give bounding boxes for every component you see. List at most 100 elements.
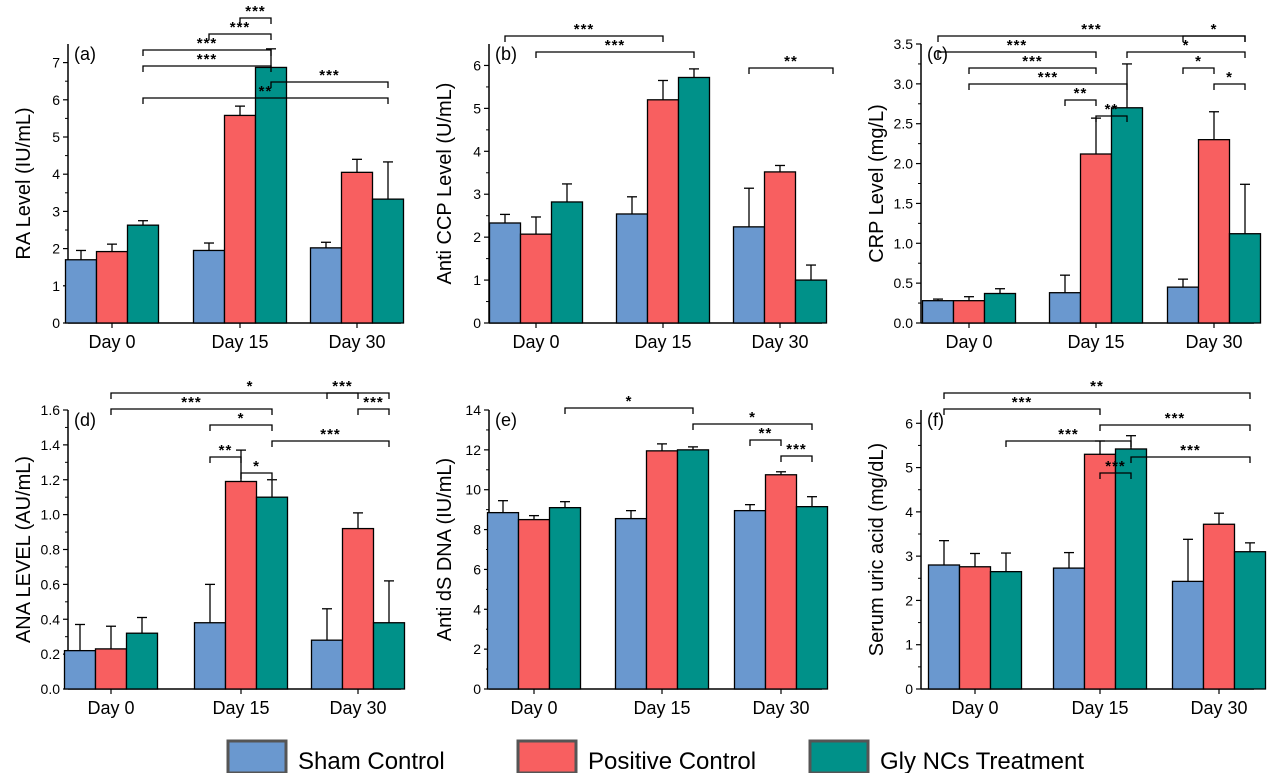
significance-bracket: *** xyxy=(535,37,695,58)
y-tick-label: 8 xyxy=(473,522,481,538)
y-tick-label: 1.5 xyxy=(894,195,914,211)
legend-label: Positive Control xyxy=(588,748,756,773)
bar xyxy=(1166,286,1200,324)
significance-bracket: *** xyxy=(110,394,273,415)
significance-label: *** xyxy=(1105,458,1126,475)
bar xyxy=(95,250,129,324)
bar xyxy=(341,527,375,690)
x-tick-label: Day 0 xyxy=(510,698,557,718)
significance-label: *** xyxy=(574,21,595,38)
y-tick-label: 7 xyxy=(52,55,60,71)
bar xyxy=(224,480,258,690)
x-tick-label: Day 30 xyxy=(329,698,386,718)
panel-label: (d) xyxy=(74,410,96,430)
y-tick-label: 5 xyxy=(905,460,913,476)
significance-label: * xyxy=(1183,37,1190,54)
significance-bracket: *** xyxy=(1130,442,1251,463)
significance-label: *** xyxy=(1180,442,1201,459)
y-tick-label: 0.2 xyxy=(41,646,61,662)
y-tick-label: 1 xyxy=(52,278,60,294)
y-tick-label: 12 xyxy=(465,442,481,458)
significance-label: * xyxy=(749,409,756,426)
significance-bracket: *** xyxy=(357,394,390,415)
significance-bracket: * xyxy=(1182,21,1246,42)
bracket-line xyxy=(1126,51,1246,58)
bracket-line xyxy=(1099,472,1132,479)
bracket-line xyxy=(968,83,1128,90)
bracket-line xyxy=(271,440,390,447)
y-tick-label: 4 xyxy=(52,166,60,182)
significance-bracket: *** xyxy=(943,394,1101,415)
significance-bracket: * xyxy=(240,458,273,479)
significance-label: *** xyxy=(786,441,807,458)
x-tick-label: Day 0 xyxy=(945,332,992,352)
bar xyxy=(989,570,1023,690)
y-tick-label: 4 xyxy=(473,143,481,159)
bar xyxy=(126,224,160,324)
y-tick-label: 2 xyxy=(473,229,481,245)
bar xyxy=(1052,567,1086,690)
bracket-line xyxy=(937,51,1097,58)
bar xyxy=(486,511,520,690)
y-tick-label: 0 xyxy=(473,681,481,697)
y-tick-label: 1.0 xyxy=(894,235,914,251)
bar xyxy=(677,76,711,324)
bar xyxy=(254,66,288,324)
bar xyxy=(340,171,374,324)
bracket-line xyxy=(110,408,273,415)
bracket-line xyxy=(239,17,272,24)
x-tick-label: Day 30 xyxy=(328,332,385,352)
significance-label: * xyxy=(1226,69,1233,86)
y-axis-title: Serum uric acid (mg/dL) xyxy=(866,443,888,656)
significance-label: ** xyxy=(759,425,773,442)
significance-label: *** xyxy=(1058,426,1079,443)
y-tick-label: 2 xyxy=(473,641,481,657)
legend-swatch xyxy=(226,739,288,773)
bracket-line xyxy=(692,423,813,430)
significance-bracket: *** xyxy=(780,441,813,462)
bracket-line xyxy=(780,455,813,462)
y-tick-label: 4 xyxy=(905,504,913,520)
significance-bracket: * xyxy=(110,378,390,399)
y-tick-label: 5 xyxy=(473,100,481,116)
significance-label: *** xyxy=(1165,410,1186,427)
significance-bracket: *** xyxy=(968,69,1128,90)
significance-bracket: * xyxy=(692,409,813,430)
bracket-line xyxy=(142,65,272,72)
significance-label: *** xyxy=(230,19,251,36)
bracket-line xyxy=(564,407,694,414)
bar xyxy=(958,566,992,690)
significance-label: ** xyxy=(259,83,273,100)
bar xyxy=(125,632,159,690)
significance-bracket: *** xyxy=(270,67,389,88)
panel-label: (b) xyxy=(495,44,517,64)
significance-bracket: *** xyxy=(1099,410,1251,431)
significance-label: * xyxy=(253,458,260,475)
y-tick-label: 1.2 xyxy=(41,472,61,488)
bar xyxy=(1048,292,1082,324)
significance-label: *** xyxy=(320,426,341,443)
legend-item: Sham Control xyxy=(226,739,445,773)
significance-label: ** xyxy=(1074,85,1088,102)
bar xyxy=(309,247,343,324)
bar xyxy=(1171,580,1205,690)
significance-bracket: *** xyxy=(208,19,272,40)
significance-bracket: *** xyxy=(937,37,1097,58)
y-tick-label: 0 xyxy=(52,315,60,331)
significance-label: * xyxy=(238,410,245,427)
y-tick-label: 6 xyxy=(52,92,60,108)
legend: Sham Control Positive Control Gly NCs Trea… xyxy=(226,739,1084,773)
bracket-line xyxy=(943,392,1251,399)
bar xyxy=(1079,153,1113,324)
bracket-line xyxy=(1213,83,1246,90)
bar xyxy=(64,259,98,324)
significance-label: *** xyxy=(332,378,353,395)
y-tick-label: 0.8 xyxy=(41,542,61,558)
bracket-line xyxy=(270,81,389,88)
x-tick-label: Day 0 xyxy=(88,332,135,352)
y-tick-label: 10 xyxy=(465,482,481,498)
significance-bracket: * xyxy=(1182,53,1215,74)
panel-label: (a) xyxy=(74,44,96,64)
bar xyxy=(645,450,679,690)
legend-item: Gly NCs Treatment xyxy=(808,739,1084,773)
